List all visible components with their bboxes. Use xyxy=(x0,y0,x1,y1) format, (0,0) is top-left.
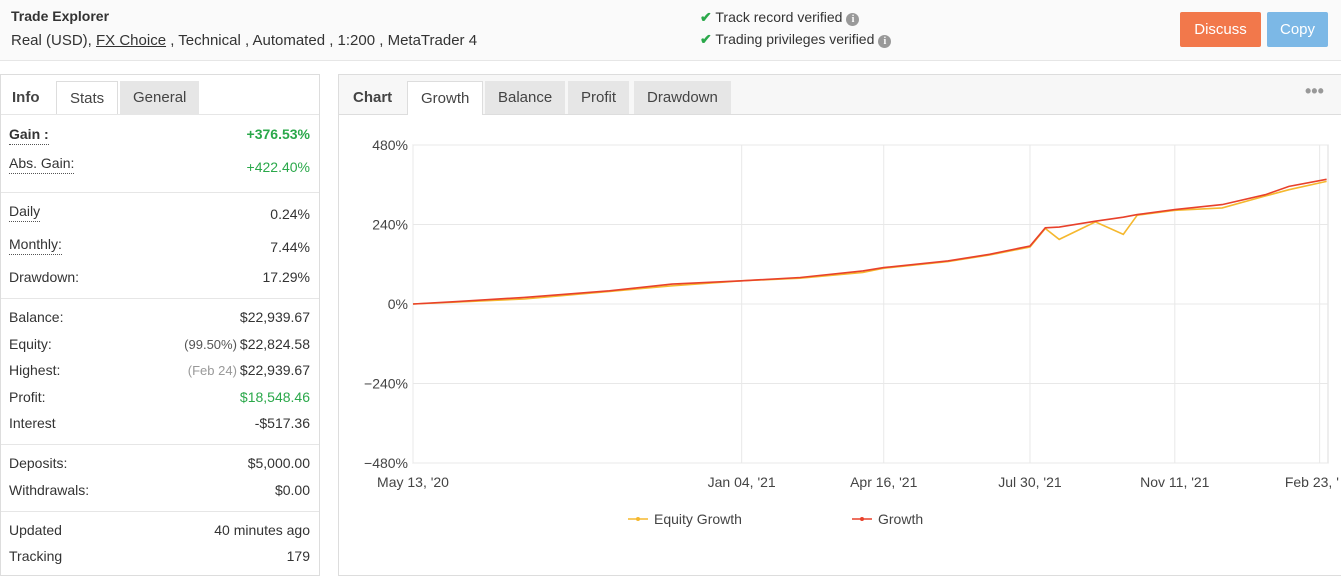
y-tick-label: 0% xyxy=(388,296,408,312)
stat-value: $5,000.00 xyxy=(247,455,310,471)
stat-value: 0.24% xyxy=(270,206,310,222)
stat-value: $22,824.58 xyxy=(239,336,310,352)
stat-row: Drawdown: 17.29% xyxy=(9,267,310,287)
x-tick-label: May 13, '20 xyxy=(377,474,449,490)
y-tick-label: −480% xyxy=(364,455,408,471)
legend-marker xyxy=(860,517,864,521)
stat-value: 7.44% xyxy=(270,239,310,255)
stat-note: (Feb 24) xyxy=(187,363,237,378)
separator xyxy=(1,298,319,299)
stat-label: Interest xyxy=(9,415,56,431)
stat-row: Deposits: $5,000.00 xyxy=(9,453,310,473)
title: Trade Explorer xyxy=(11,8,110,24)
series-line xyxy=(412,180,1327,305)
stat-value: $22,939.67 xyxy=(239,362,310,378)
separator xyxy=(1,511,319,512)
x-tick-label: Jan 04, '21 xyxy=(708,474,776,490)
legend-label: Equity Growth xyxy=(654,511,742,527)
stat-row: Profit: $18,548.46 xyxy=(9,387,310,407)
stats-panel: Info Stats General Gain : +376.53% Abs. G… xyxy=(0,74,320,576)
discuss-button[interactable]: Discuss xyxy=(1180,12,1261,47)
stat-label: Highest: xyxy=(9,362,61,378)
stat-row: Updated 40 minutes ago xyxy=(9,520,310,540)
stat-value: $18,548.46 xyxy=(239,389,310,405)
stat-value: 179 xyxy=(286,548,310,564)
tab[interactable]: Growth xyxy=(407,81,484,115)
stat-value-group: (Feb 24) $22,939.67 xyxy=(188,360,310,381)
stat-row: Balance: $22,939.67 xyxy=(9,307,310,327)
info-icon[interactable]: i xyxy=(846,13,860,26)
stat-label: Withdrawals: xyxy=(9,482,90,498)
stat-value: +376.53% xyxy=(246,126,310,142)
stat-label: Monthly: xyxy=(9,234,62,255)
tab[interactable]: Profit xyxy=(568,81,630,114)
header: Trade Explorer Real (USD), FX Choice , T… xyxy=(0,0,1341,61)
tab[interactable]: Chart xyxy=(353,89,393,106)
x-tick-label: Feb 23, '22 xyxy=(1285,474,1339,490)
stat-value: $22,939.67 xyxy=(239,309,310,325)
stat-value: +422.40% xyxy=(246,159,310,175)
y-tick-label: −240% xyxy=(364,376,408,392)
stat-row: Interest -$517.36 xyxy=(9,413,310,433)
legend-marker xyxy=(636,517,640,521)
copy-button[interactable]: Copy xyxy=(1267,12,1328,47)
stat-label: Balance: xyxy=(9,309,64,325)
stat-note: (99.50%) xyxy=(184,337,237,352)
tab[interactable]: General xyxy=(120,81,200,114)
x-tick-label: Nov 11, '21 xyxy=(1140,474,1210,490)
detail-text: , Technical , Automated , 1:200 , MetaTr… xyxy=(166,32,478,49)
legend-label: Growth xyxy=(878,511,923,527)
separator xyxy=(1,192,319,193)
stat-label: Tracking xyxy=(9,548,63,564)
separator xyxy=(1,444,319,445)
x-tick-label: Jul 30, '21 xyxy=(998,474,1062,490)
stat-value: 40 minutes ago xyxy=(214,522,310,538)
stat-value-group: (99.50%) $22,824.58 xyxy=(184,334,310,355)
y-tick-label: 480% xyxy=(372,137,408,153)
menu-icon[interactable]: ••• xyxy=(1305,81,1324,101)
stat-label: Equity: xyxy=(9,336,52,352)
stat-label: Updated xyxy=(9,522,62,538)
chart: 480% 240% 0% −240% −480% May 13, '20 Jan 04, '… xyxy=(364,137,1339,527)
verification: ✔ Track record verified i xyxy=(700,9,860,26)
detail-text: Real (USD), xyxy=(11,32,97,49)
stat-row: Highest: (Feb 24) $22,939.67 xyxy=(9,360,310,380)
stat-value: -$517.36 xyxy=(254,415,310,431)
stat-label: Abs. Gain: xyxy=(9,153,75,174)
x-tick-label: Apr 16, '21 xyxy=(850,474,917,490)
tab[interactable]: Stats xyxy=(56,81,119,115)
y-tick-label: 240% xyxy=(372,217,408,233)
tab[interactable]: Balance xyxy=(485,81,566,114)
tab[interactable]: Info xyxy=(12,89,40,106)
stat-label: Profit: xyxy=(9,389,46,405)
separator xyxy=(1,114,319,115)
stat-row: Monthly: 7.44% xyxy=(9,234,310,257)
stat-row: Withdrawals: $0.00 xyxy=(9,480,310,500)
stat-row: Gain : +376.53% xyxy=(9,124,310,145)
stat-label: Drawdown: xyxy=(9,269,80,285)
stat-row: Equity: (99.50%) $22,824.58 xyxy=(9,334,310,354)
stat-value: $0.00 xyxy=(274,482,310,498)
tab[interactable]: Drawdown xyxy=(634,81,731,114)
series-line xyxy=(412,178,1327,305)
verification-text: Trading privileges verified xyxy=(715,31,875,47)
stat-row: Tracking 179 xyxy=(9,546,310,566)
verification: ✔ Trading privileges verified i xyxy=(700,31,892,48)
stat-row: Abs. Gain: +422.40% xyxy=(9,155,310,177)
stat-value: 17.29% xyxy=(262,269,310,285)
stat-label: Deposits: xyxy=(9,455,68,471)
info-icon[interactable]: i xyxy=(878,35,892,48)
stat-label: Daily xyxy=(9,201,41,222)
account-details: Real (USD), FX Choice , Technical , Auto… xyxy=(11,32,477,49)
broker-link[interactable]: FX Choice xyxy=(96,32,167,49)
stat-row: Daily 0.24% xyxy=(9,201,310,224)
verification-text: Track record verified xyxy=(715,9,843,25)
stat-label: Gain : xyxy=(9,124,49,145)
